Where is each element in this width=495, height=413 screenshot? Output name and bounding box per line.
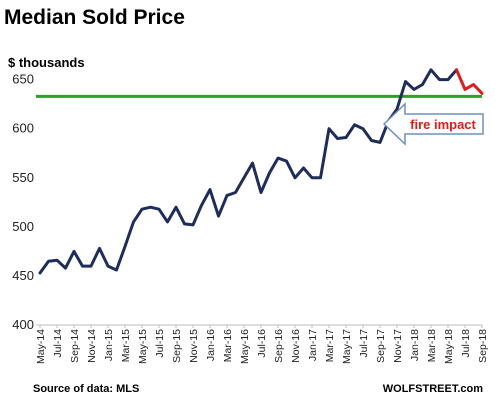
x-tick-label: May-14 [35, 329, 47, 364]
data-point [243, 176, 245, 179]
data-point [39, 272, 41, 274]
data-point [115, 269, 118, 271]
data-point [226, 194, 228, 197]
data-point [124, 245, 126, 248]
x-tick-label: Mar-15 [120, 329, 132, 362]
data-point [404, 80, 407, 83]
data-point [260, 191, 262, 194]
data-point [209, 188, 211, 191]
data-point [149, 206, 152, 209]
y-tick-label: 650 [12, 72, 34, 87]
data-point [158, 208, 160, 210]
data-point [464, 88, 466, 91]
fire-impact-series-line [455, 68, 484, 95]
y-tick-label: 500 [12, 219, 34, 234]
x-tick-label: Jul-18 [460, 329, 472, 358]
data-point [166, 221, 169, 223]
data-point [132, 221, 135, 223]
y-tick-label: 400 [12, 317, 34, 332]
data-point [319, 176, 322, 179]
x-tick-label: Nov-15 [188, 329, 200, 363]
x-tick-label: Nov-16 [290, 329, 302, 363]
data-point [73, 250, 75, 253]
x-tick-label: Mar-18 [426, 329, 438, 362]
x-tick-label: Sep-16 [273, 329, 285, 363]
credit-note: WOLFSTREET.com [382, 383, 483, 395]
x-tick-label: May-15 [137, 329, 149, 364]
data-point [447, 78, 449, 81]
chart-title: Median Sold Price [4, 6, 185, 29]
x-tick-label: May-16 [239, 329, 251, 364]
data-point [98, 247, 101, 250]
x-tick-label: Mar-16 [222, 329, 234, 362]
data-point [234, 191, 237, 194]
data-point [285, 160, 288, 162]
data-point [64, 267, 67, 269]
data-point [353, 123, 356, 126]
x-tick-label: Jan-18 [409, 329, 421, 361]
y-axis-label: $ thousands [8, 55, 85, 70]
data-point [47, 260, 50, 263]
data-point [217, 215, 220, 217]
data-point [438, 78, 441, 81]
y-tick-label: 550 [12, 170, 34, 185]
data-point [311, 176, 313, 179]
data-point [362, 127, 364, 130]
annotation-label: fire impact [410, 117, 476, 132]
data-point [56, 259, 58, 262]
data-point [141, 208, 143, 210]
data-point [175, 206, 177, 209]
data-point [268, 172, 271, 174]
annotation-arrow [382, 102, 484, 146]
data-point [251, 162, 254, 164]
data-point [396, 108, 398, 110]
x-tick-label: Nov-14 [86, 329, 98, 363]
data-point [200, 204, 203, 207]
x-tick-label: Sep-18 [477, 329, 489, 363]
data-point [294, 176, 296, 179]
x-tick-label: Jul-14 [52, 329, 64, 358]
data-point [455, 69, 458, 71]
x-tick-label: Jul-16 [256, 329, 268, 358]
x-tick-label: Jul-17 [358, 329, 370, 358]
x-tick-label: Jan-17 [307, 329, 319, 361]
data-point [345, 136, 347, 139]
x-tick-label: May-17 [341, 329, 353, 364]
source-note: Source of data: MLS [33, 383, 140, 395]
data-point [192, 224, 194, 226]
x-tick-label: Jan-16 [205, 329, 217, 361]
x-tick-label: Nov-17 [392, 329, 404, 363]
data-point [277, 157, 279, 159]
data-point [90, 265, 92, 267]
data-point [413, 88, 415, 91]
data-point [328, 127, 330, 130]
data-point [183, 223, 186, 225]
x-tick-label: Sep-15 [171, 329, 183, 363]
x-tick-label: Sep-17 [375, 329, 387, 363]
x-tick-label: May-18 [443, 329, 455, 364]
x-tick-label: Jan-15 [103, 329, 115, 361]
y-tick-label: 600 [12, 121, 34, 136]
data-point [421, 83, 424, 86]
data-point [302, 167, 305, 169]
x-tick-label: Jul-15 [154, 329, 166, 358]
data-point [481, 92, 483, 95]
y-tick-label: 450 [12, 268, 34, 283]
data-point [430, 69, 432, 71]
data-point [472, 83, 475, 86]
data-point [336, 137, 339, 140]
price-series-line [38, 68, 458, 275]
data-point [370, 139, 373, 142]
data-point [81, 265, 84, 267]
x-tick-label: Sep-14 [69, 329, 81, 363]
data-point [379, 141, 381, 144]
data-point [107, 265, 109, 267]
x-tick-label: Mar-17 [324, 329, 336, 362]
